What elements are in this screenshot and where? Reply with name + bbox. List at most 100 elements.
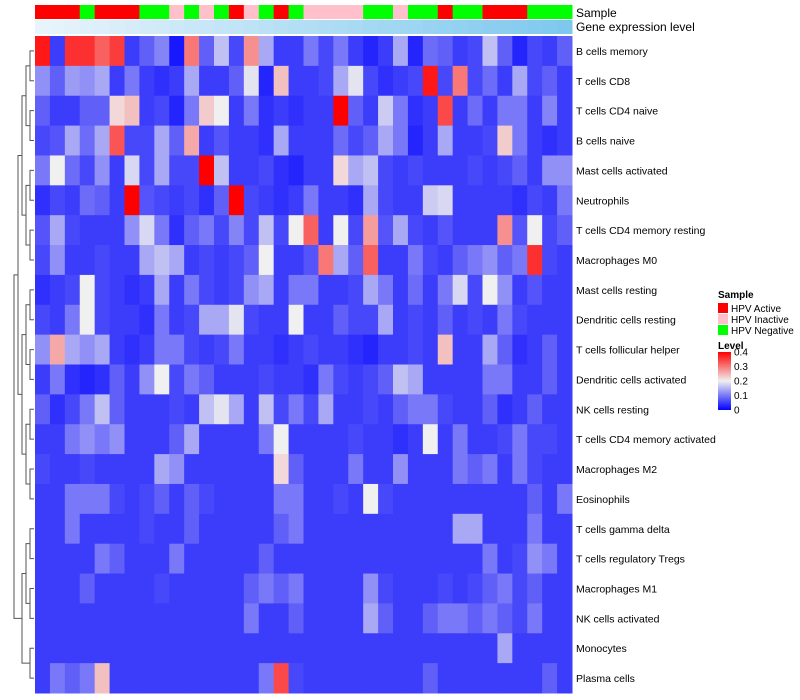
row-label: T cells CD4 memory resting — [576, 225, 705, 237]
heatmap-cell — [109, 543, 125, 575]
heatmap-cell — [199, 245, 215, 276]
heatmap-cell — [363, 245, 379, 276]
heatmap-cell — [154, 274, 170, 306]
heatmap-cell — [482, 603, 498, 634]
heatmap-cell — [154, 424, 170, 455]
heatmap-cell — [49, 663, 66, 694]
heatmap-cell — [393, 245, 409, 276]
heatmap-cell — [169, 155, 185, 186]
sample-annotation-cell — [303, 5, 319, 19]
heatmap-cell — [288, 364, 304, 395]
gene-expression-annotation-cell — [273, 20, 290, 34]
heatmap-cell — [378, 304, 394, 336]
heatmap-cell — [452, 274, 469, 306]
heatmap-cell — [437, 454, 454, 485]
heatmap-cell — [437, 394, 454, 425]
row-label: T cells gamma delta — [576, 524, 670, 536]
heatmap-cell — [467, 185, 483, 216]
heatmap-cell — [512, 155, 528, 186]
heatmap-cell — [124, 573, 140, 604]
heatmap-cell — [393, 95, 409, 127]
heatmap-cell — [228, 543, 245, 575]
heatmap-cell — [124, 633, 140, 664]
heatmap-cell — [228, 215, 245, 246]
heatmap-cell — [467, 215, 483, 246]
heatmap-cell — [452, 364, 469, 395]
heatmap-cell — [512, 125, 528, 156]
heatmap-cell — [482, 65, 498, 97]
heatmap-cell — [49, 483, 66, 515]
heatmap-cell — [199, 543, 215, 575]
heatmap-cell — [497, 185, 513, 216]
heatmap-cell — [452, 633, 469, 664]
heatmap-cell — [228, 424, 245, 455]
sample-annotation-cell — [378, 5, 394, 19]
heatmap-cell — [109, 304, 125, 336]
heatmap-cell — [318, 663, 334, 694]
heatmap-cell — [124, 304, 140, 336]
heatmap-cell — [512, 454, 528, 485]
heatmap-cell — [512, 394, 528, 425]
heatmap-cell — [467, 424, 483, 455]
row-label: T cells CD4 naive — [576, 106, 658, 118]
heatmap-cell — [452, 125, 469, 156]
heatmap-cell — [199, 663, 215, 694]
heatmap-cell — [243, 155, 260, 186]
heatmap-cell — [557, 185, 573, 216]
gene-expression-annotation-cell — [422, 20, 439, 34]
heatmap-cell — [64, 424, 81, 455]
level-scale-tick: 0.1 — [734, 391, 748, 402]
heatmap-cell — [422, 573, 439, 604]
heatmap-cell — [199, 185, 215, 216]
heatmap-cell — [109, 65, 125, 97]
heatmap-cell — [35, 65, 51, 97]
heatmap-cell — [527, 483, 543, 515]
heatmap-cell — [542, 394, 558, 425]
heatmap-cell — [527, 95, 543, 127]
gene-expression-annotation-cell — [94, 20, 111, 34]
sample-annotation-cell — [124, 5, 140, 19]
heatmap-cell — [124, 603, 140, 634]
heatmap-cell — [393, 633, 409, 664]
heatmap-cell — [303, 95, 319, 127]
heatmap-cell — [467, 304, 483, 336]
heatmap-cell — [154, 185, 170, 216]
heatmap-cell — [437, 274, 454, 306]
heatmap-cell — [243, 36, 260, 67]
sample-annotation-cell — [258, 5, 275, 19]
heatmap-cell — [49, 155, 66, 186]
heatmap-cell — [482, 573, 498, 604]
heatmap-cell — [333, 603, 349, 634]
sample-annotation-cell — [512, 5, 528, 19]
heatmap-cell — [333, 95, 349, 127]
heatmap-cell — [557, 483, 573, 515]
heatmap-cell — [452, 245, 469, 276]
heatmap-cell — [49, 573, 66, 604]
heatmap-cell — [64, 155, 81, 186]
heatmap-cell — [109, 603, 125, 634]
heatmap-cell — [542, 215, 558, 246]
dendrogram-branch — [17, 154, 22, 395]
heatmap-cell — [169, 573, 185, 604]
heatmap-cell — [318, 95, 334, 127]
gene-expression-annotation-cell — [243, 20, 260, 34]
heatmap-cell — [184, 483, 200, 515]
heatmap-cell — [139, 454, 155, 485]
heatmap-cell — [378, 245, 394, 276]
heatmap-cell — [109, 95, 125, 127]
heatmap-cell — [557, 125, 573, 156]
heatmap-cell — [378, 633, 394, 664]
heatmap-cell — [348, 663, 364, 694]
heatmap-cell — [348, 364, 364, 395]
heatmap-cell — [482, 364, 498, 395]
heatmap-cell — [109, 424, 125, 455]
gene-expression-annotation-cell — [557, 20, 573, 34]
heatmap-cell — [303, 334, 319, 365]
heatmap-cell — [228, 483, 245, 515]
gene-expression-annotation-cell — [154, 20, 170, 34]
heatmap-cell — [422, 245, 439, 276]
heatmap-cell — [497, 603, 513, 634]
heatmap-cell — [273, 364, 290, 395]
heatmap-cell — [228, 185, 245, 216]
heatmap-cell — [214, 663, 230, 694]
